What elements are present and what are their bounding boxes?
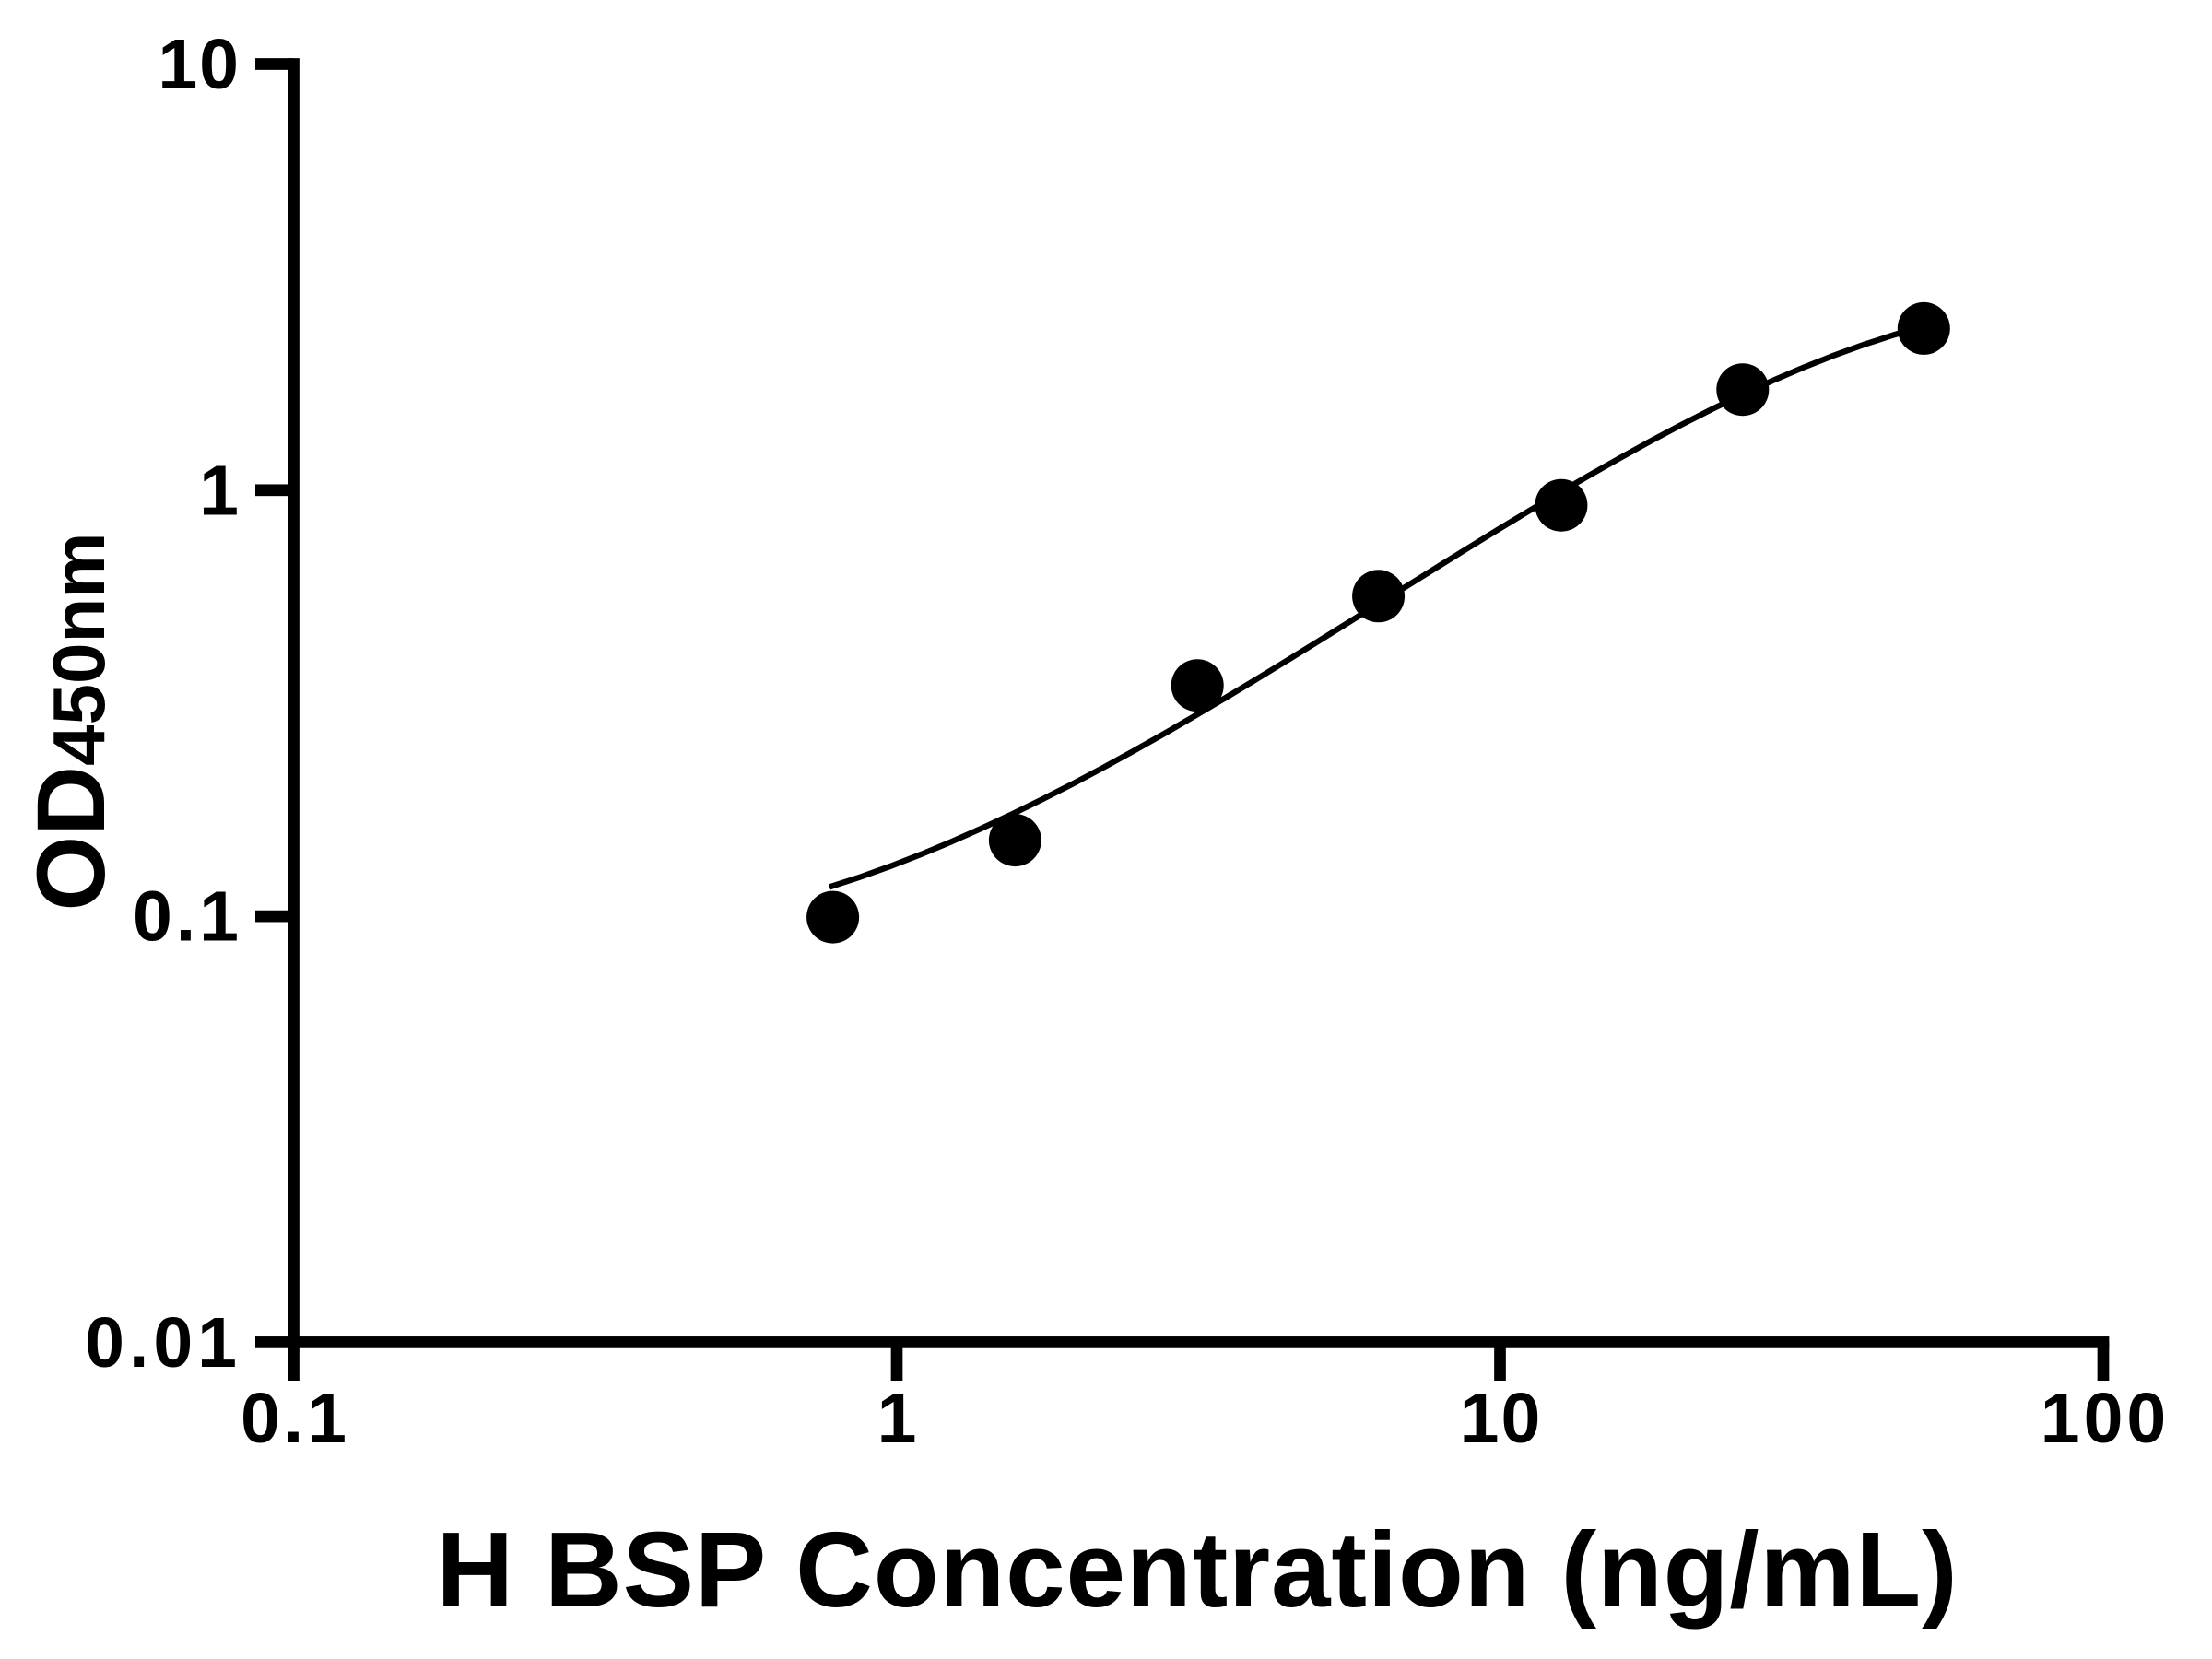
svg-text:H BSP Concentration (ng/mL): H BSP Concentration (ng/mL) [436, 1510, 1958, 1630]
svg-text:0.1: 0.1 [241, 1379, 350, 1458]
svg-text:0.01: 0.01 [85, 1303, 241, 1382]
svg-text:1: 1 [199, 451, 239, 530]
svg-text:OD450nm: OD450nm [18, 533, 125, 912]
svg-text:10: 10 [1460, 1379, 1543, 1458]
svg-text:10: 10 [158, 25, 241, 104]
svg-text:100: 100 [2041, 1379, 2170, 1458]
svg-text:1: 1 [877, 1379, 917, 1458]
svg-text:0.1: 0.1 [133, 877, 242, 957]
